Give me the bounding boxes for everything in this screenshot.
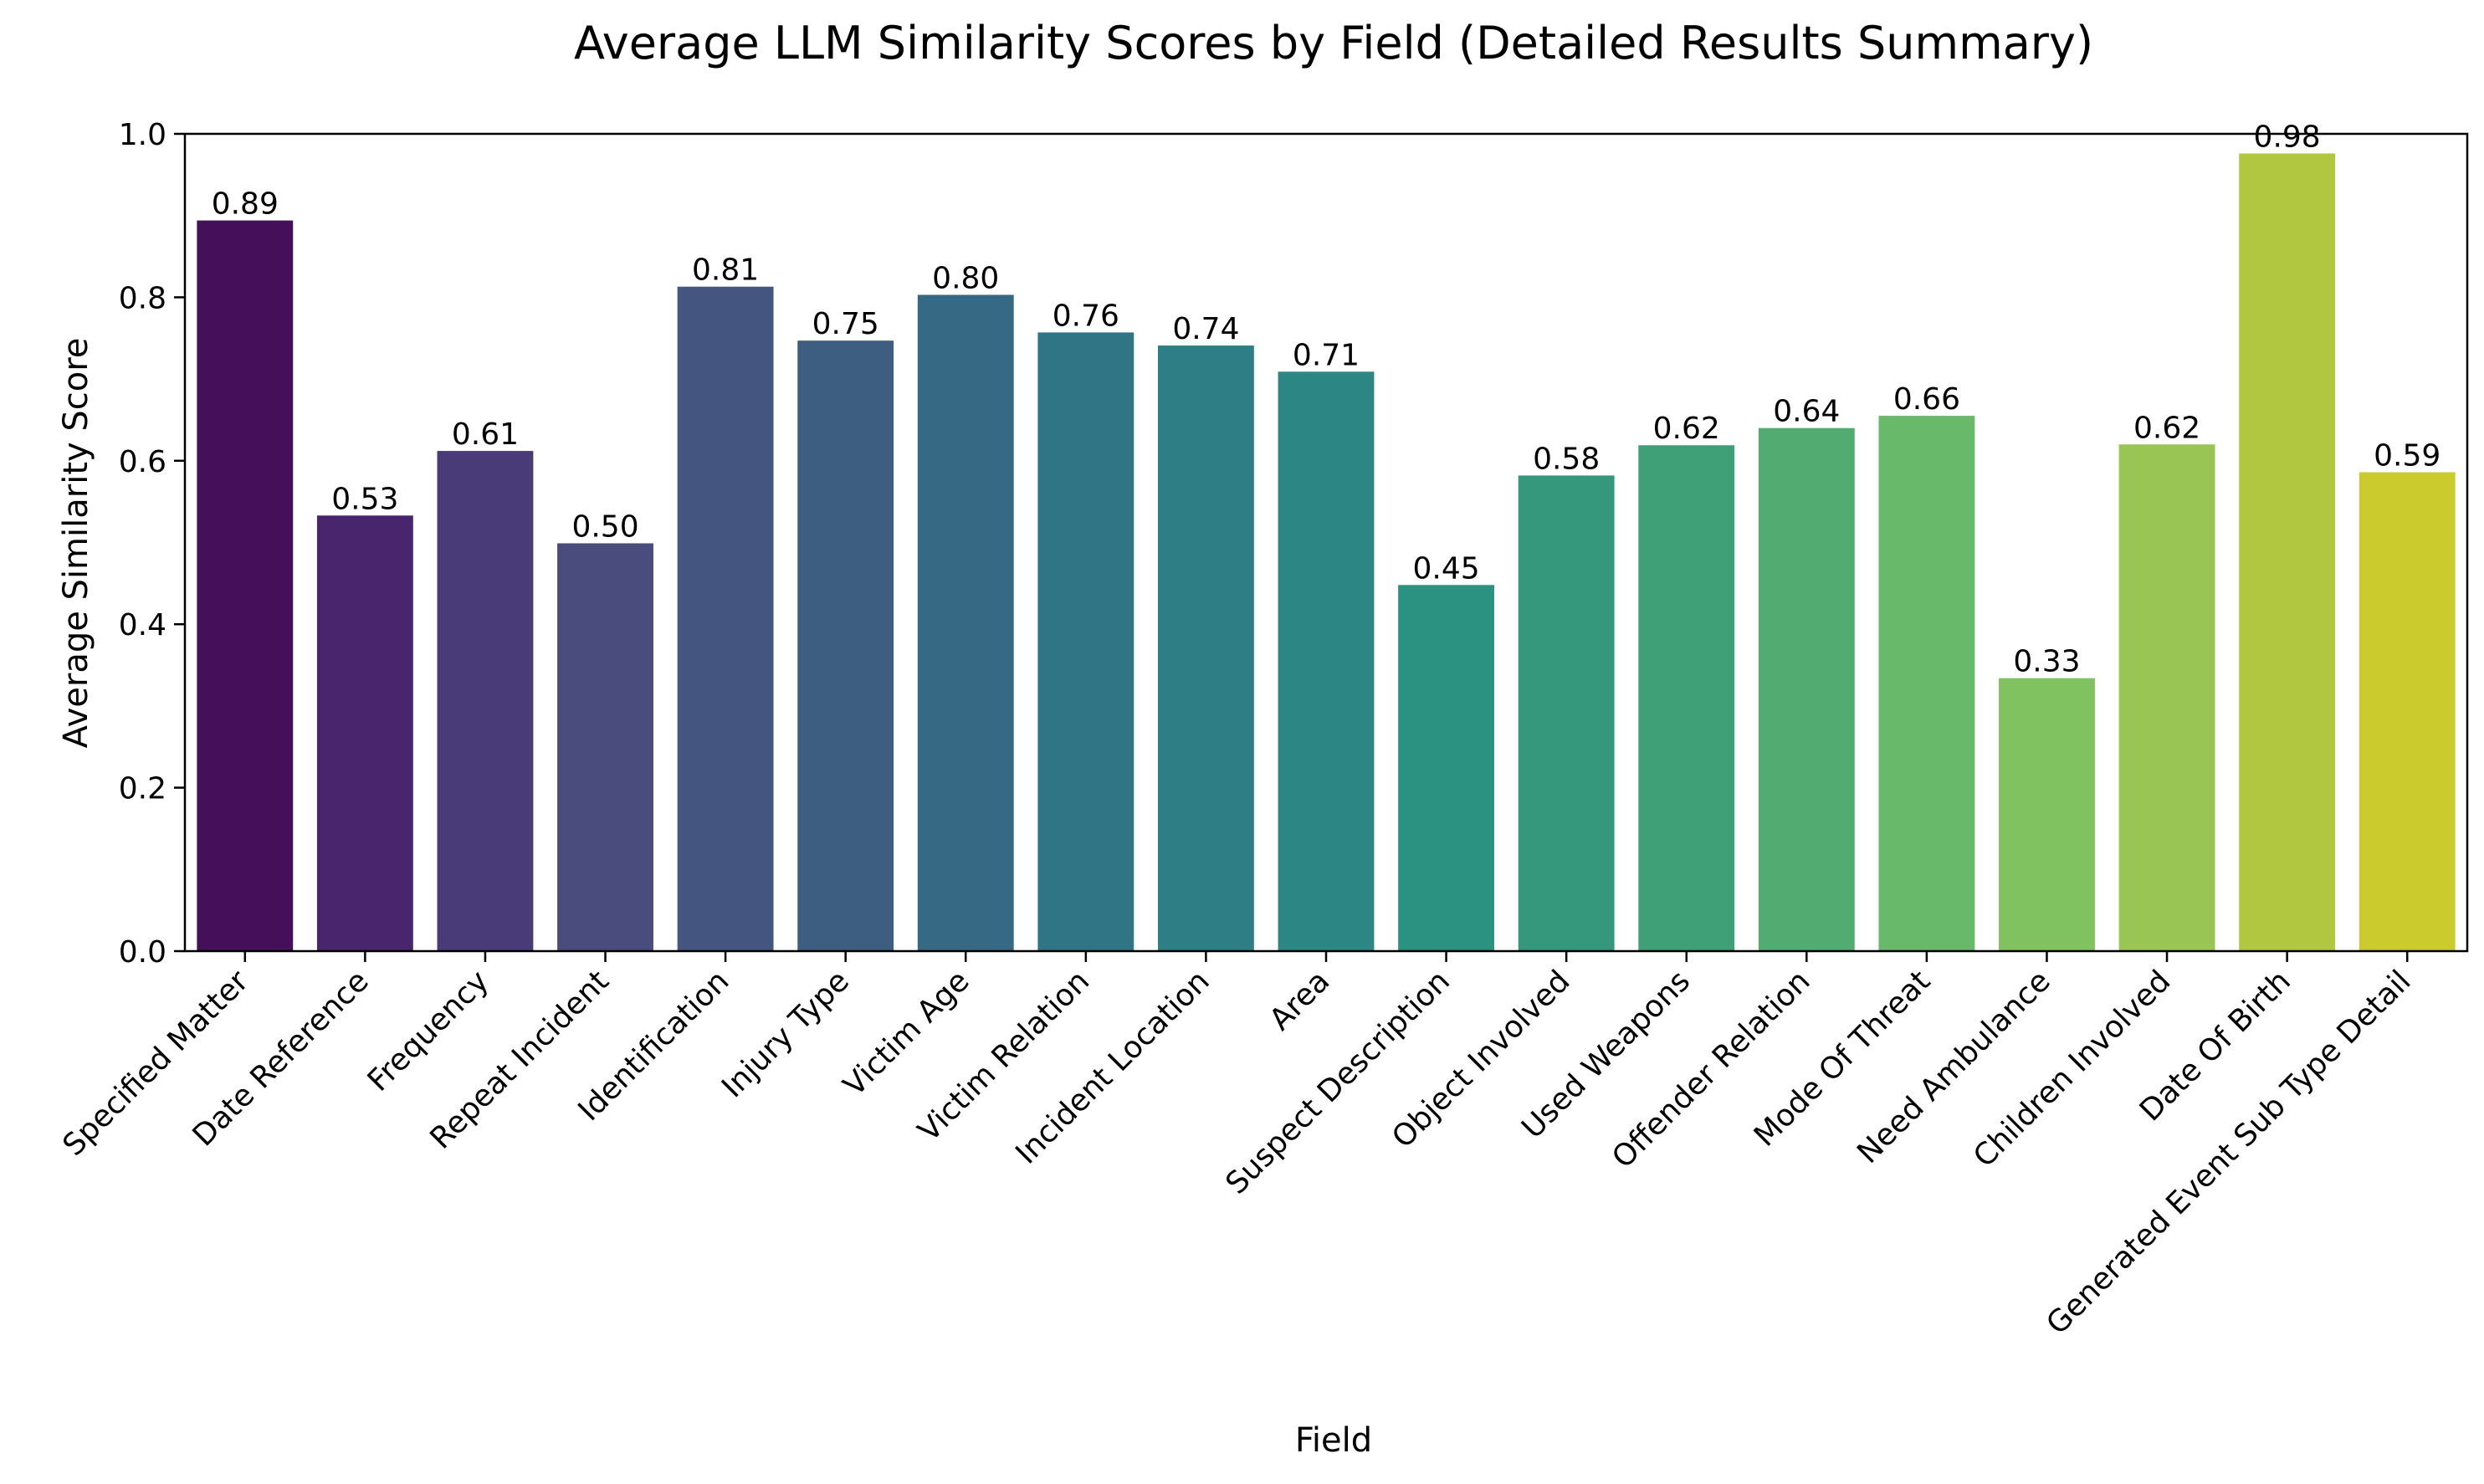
bar-victim-age [917, 294, 1014, 951]
y-tick-label: 0.2 [119, 772, 166, 806]
plot-frame [183, 132, 2469, 953]
bar-date-reference [316, 515, 413, 951]
bar-object-involved [1518, 475, 1615, 951]
data-label-specified-matter: 0.89 [212, 187, 279, 222]
data-label-mode-of-threat: 0.66 [1893, 382, 1960, 417]
x-axis-label: Field [1295, 1421, 1372, 1460]
x-tick-label: Injury Type [715, 964, 856, 1104]
y-tick-label: 0.0 [119, 935, 166, 970]
data-label-repeat-incident: 0.50 [571, 509, 638, 544]
data-label-area: 0.71 [1293, 338, 1360, 372]
bar-generated-event-sub-type-detail [2359, 472, 2456, 951]
data-label-date-of-birth: 0.98 [2254, 120, 2321, 154]
bar-used-weapons [1638, 445, 1735, 951]
bar-identification [677, 286, 774, 952]
x-tick-label: Suspect Description [1220, 964, 1457, 1200]
data-label-date-reference: 0.53 [331, 482, 398, 516]
data-label-children-involved: 0.62 [2133, 411, 2200, 445]
x-tick-label: Frequency [361, 964, 496, 1098]
y-tick-label: 0.4 [119, 608, 166, 642]
bar-victim-relation [1037, 332, 1134, 951]
bar-repeat-incident [557, 543, 653, 951]
data-label-offender-relation: 0.64 [1773, 395, 1840, 429]
data-label-used-weapons: 0.62 [1653, 412, 1720, 446]
bar-date-of-birth [2239, 153, 2336, 951]
chart-title: Average LLM Similarity Scores by Field (… [574, 17, 2093, 69]
data-labels-layer: 0.89 0.53 0.61 0.50 0.81 0.75 0.80 0.76 0.74 0.71… [212, 120, 2441, 678]
data-label-incident-location: 0.74 [1172, 312, 1239, 346]
y-axis-label: Average Similarity Score [57, 338, 95, 749]
data-label-injury-type: 0.75 [812, 307, 879, 341]
x-tick-label: Children Involved [1967, 964, 2177, 1174]
bar-specified-matter [197, 220, 294, 951]
data-label-victim-age: 0.80 [932, 261, 999, 295]
bar-children-involved [2118, 444, 2215, 951]
bar-frequency [437, 451, 534, 951]
data-label-generated-event-sub-type-detail: 0.59 [2374, 438, 2440, 473]
bar-area [1278, 371, 1375, 951]
data-label-frequency: 0.61 [452, 417, 519, 452]
x-tick-label: Area [1263, 964, 1337, 1037]
data-label-victim-relation: 0.76 [1052, 299, 1119, 333]
bars-layer [197, 153, 2456, 952]
y-tick-label: 0.8 [119, 281, 166, 315]
bar-need-ambulance [1999, 678, 2095, 951]
x-tick-label: Offender Relation [1606, 964, 1816, 1174]
bar-mode-of-threat [1878, 416, 1975, 951]
data-label-need-ambulance: 0.33 [2013, 645, 2080, 679]
data-label-object-involved: 0.58 [1533, 442, 1600, 476]
data-label-identification: 0.81 [692, 253, 759, 288]
y-axis: 0.0 0.2 0.4 0.6 0.8 1.0 [119, 118, 185, 970]
y-tick-label: 1.0 [119, 118, 166, 152]
y-tick-label: 0.6 [119, 445, 166, 479]
bar-offender-relation [1758, 427, 1855, 952]
data-label-suspect-description: 0.45 [1413, 551, 1480, 586]
bar-injury-type [797, 340, 894, 951]
bar-suspect-description [1398, 585, 1495, 951]
bar-incident-location [1157, 345, 1254, 952]
